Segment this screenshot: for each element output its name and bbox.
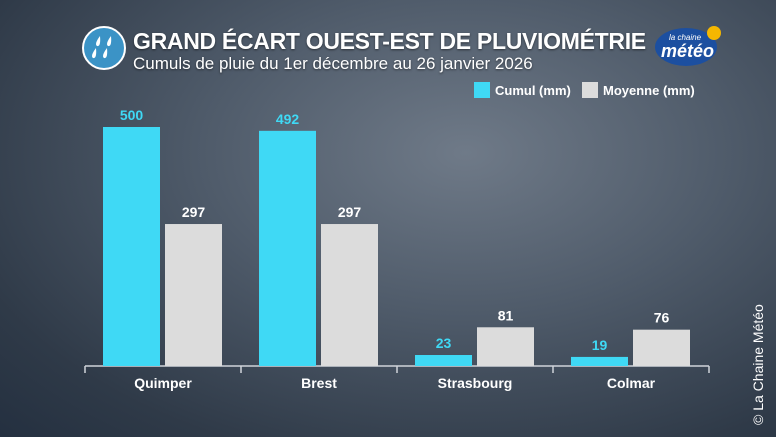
category-label: Colmar <box>607 375 656 391</box>
la-chaine-meteo-logo: la chaine météo <box>655 26 721 66</box>
bar-cumul <box>103 127 160 366</box>
bar-cumul <box>415 355 472 366</box>
category-label: Brest <box>301 375 337 391</box>
chart-title: GRAND ÉCART OUEST-EST DE PLUVIOMÉTRIE <box>133 28 646 54</box>
data-label: 23 <box>436 335 452 351</box>
category-label: Strasbourg <box>438 375 513 391</box>
chart-subtitle: Cumuls de pluie du 1er décembre au 26 ja… <box>133 54 533 73</box>
bar-moyenne <box>477 327 534 366</box>
legend-swatch-cumul <box>474 82 490 98</box>
data-label: 492 <box>276 111 300 127</box>
data-label: 81 <box>498 307 514 323</box>
data-label: 297 <box>338 204 362 220</box>
data-label: 19 <box>592 337 608 353</box>
bar-cumul <box>571 356 628 366</box>
bar-moyenne <box>321 224 378 366</box>
legend-moyenne: Moyenne (mm) <box>582 82 695 98</box>
legend-swatch-moyenne <box>582 82 598 98</box>
copyright: © La Chaine Météo <box>750 304 766 425</box>
data-label: 76 <box>654 310 670 326</box>
category-label: Quimper <box>134 375 192 391</box>
legend-cumul: Cumul (mm) <box>474 82 571 98</box>
bar-moyenne <box>165 224 222 366</box>
data-label: 500 <box>120 107 144 123</box>
data-label: 297 <box>182 204 206 220</box>
bar-cumul <box>259 130 316 366</box>
legend-label-cumul: Cumul (mm) <box>495 82 571 98</box>
bar-moyenne <box>633 329 690 366</box>
legend-label-moyenne: Moyenne (mm) <box>603 82 695 98</box>
rain-drops-icon <box>82 26 126 70</box>
